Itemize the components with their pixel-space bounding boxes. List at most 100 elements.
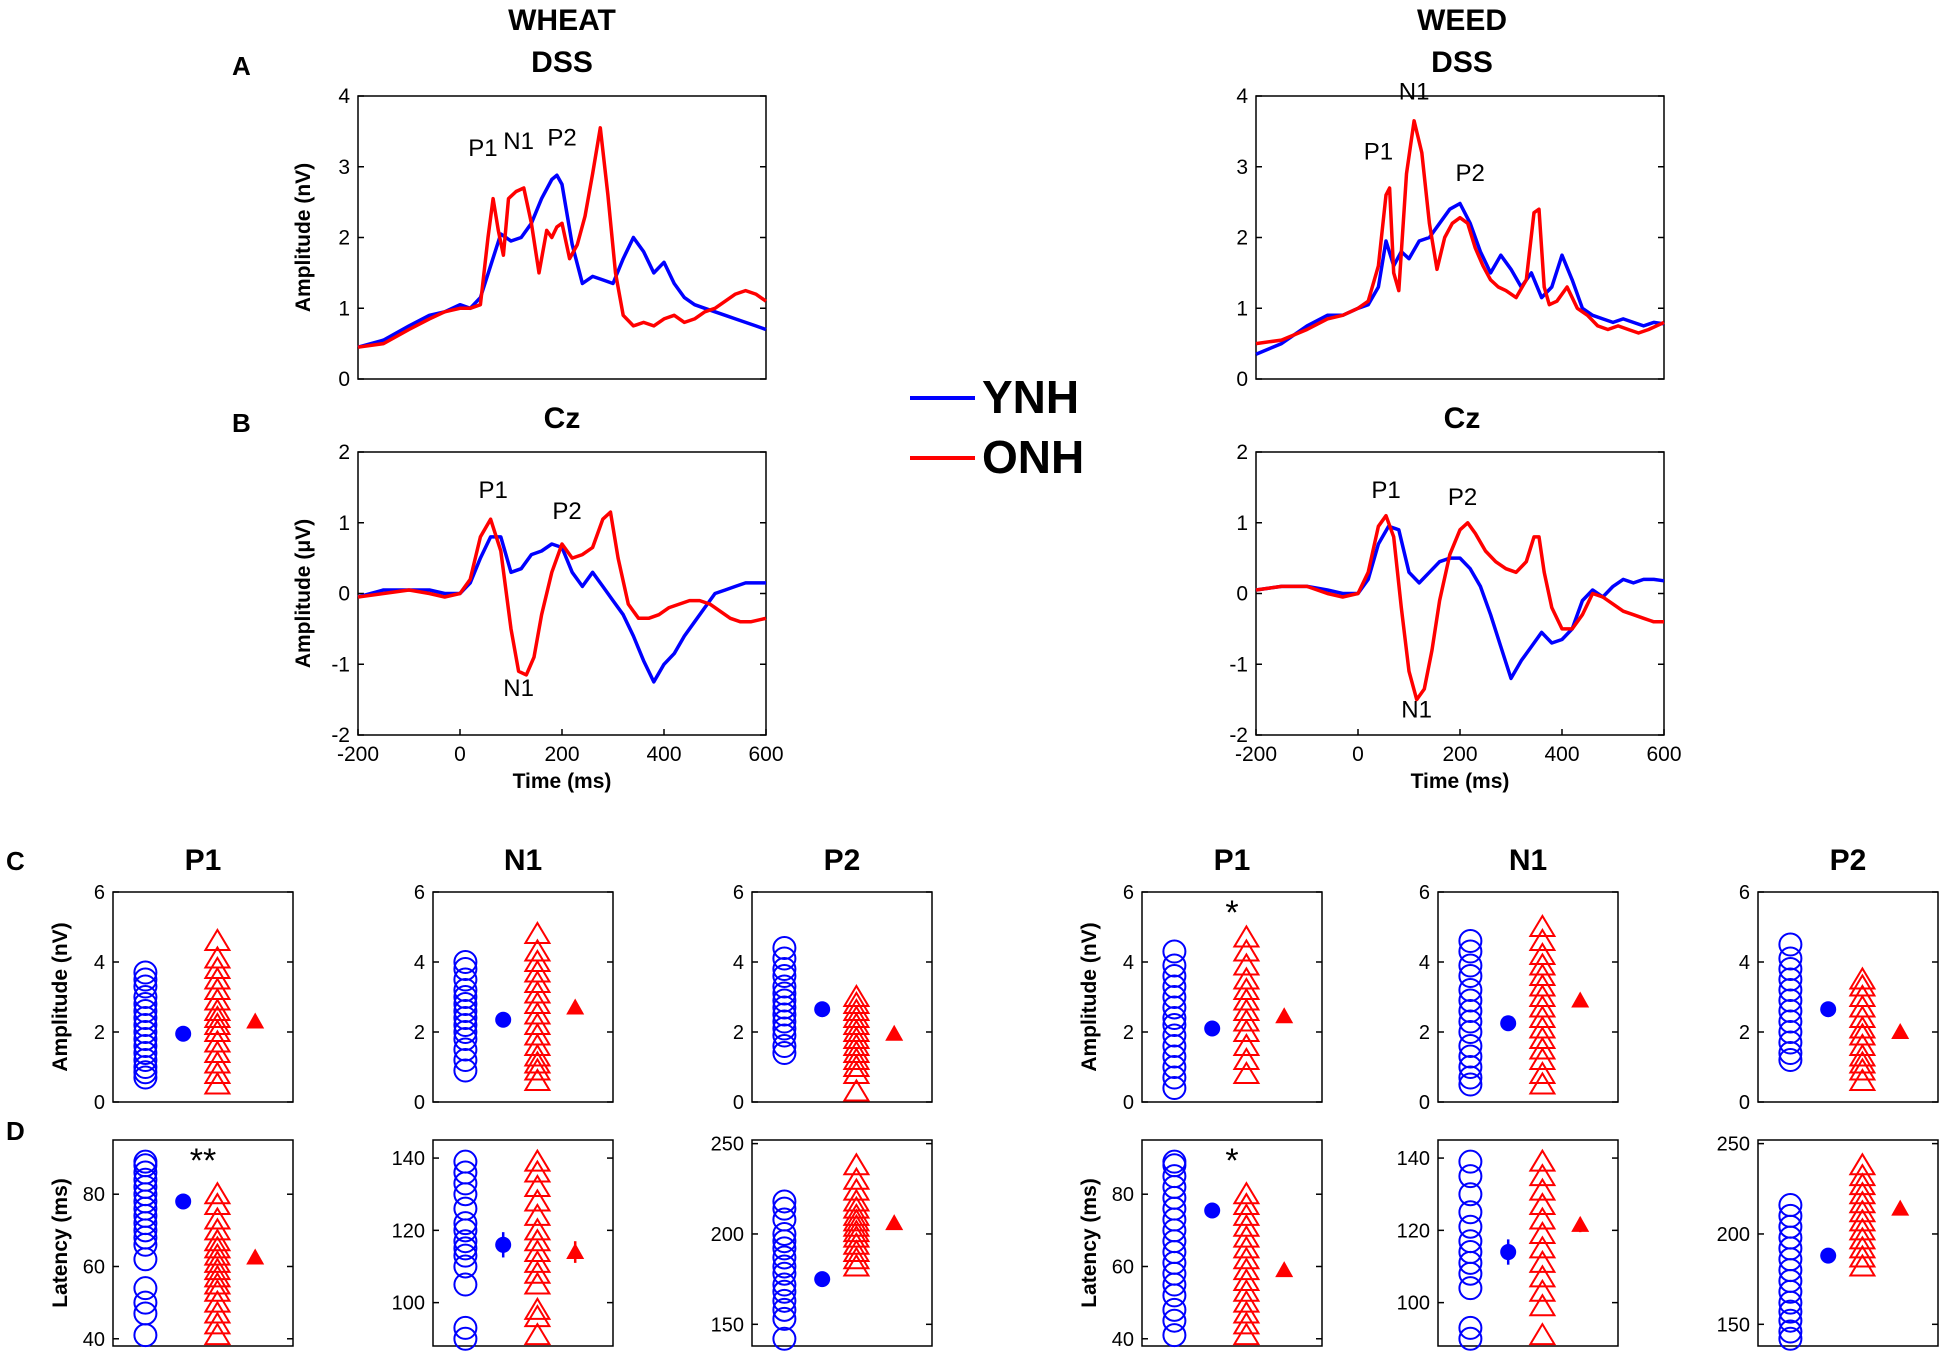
panel-letter-b: B bbox=[232, 408, 251, 438]
series-line-onh bbox=[357, 126, 767, 349]
ynh-point bbox=[133, 1301, 158, 1326]
plot-frame bbox=[1757, 1139, 1939, 1347]
ynh-point bbox=[453, 957, 478, 981]
chart-D_weed_N1 bbox=[1437, 1139, 1619, 1351]
peak-annotation: N1 bbox=[1399, 79, 1430, 106]
peak-annotation: N1 bbox=[503, 675, 534, 702]
ynh-point bbox=[772, 1189, 797, 1214]
y-tick-label: 0 bbox=[94, 1092, 105, 1114]
significance-marker: * bbox=[1225, 1142, 1238, 1180]
onh-point bbox=[842, 1253, 871, 1277]
ynh-point bbox=[133, 999, 158, 1023]
ynh-point bbox=[1458, 1044, 1483, 1069]
panel-letter-c: C bbox=[6, 846, 25, 876]
onh-point bbox=[203, 1264, 232, 1288]
series-line-ynh bbox=[357, 173, 767, 349]
x-tick-label: 200 bbox=[1442, 743, 1477, 766]
ynh-mean bbox=[1500, 1244, 1517, 1261]
ynh-point bbox=[1778, 1203, 1803, 1228]
onh-mean bbox=[1891, 1023, 1910, 1039]
x-tick-label: 400 bbox=[1544, 743, 1579, 766]
chart-A_wheat bbox=[357, 95, 767, 380]
onh-point bbox=[1528, 1177, 1557, 1201]
onh-point bbox=[1528, 1221, 1557, 1244]
x-tick-label: 400 bbox=[646, 743, 681, 766]
onh-point bbox=[1528, 1206, 1557, 1230]
onh-point bbox=[523, 1174, 552, 1197]
ynh-point bbox=[1778, 1048, 1803, 1072]
plot-frame bbox=[432, 1139, 614, 1347]
y-tick-label: 140 bbox=[392, 1148, 425, 1170]
x-tick-label: 0 bbox=[1352, 743, 1364, 766]
ynh-point bbox=[1458, 1149, 1483, 1174]
chart-C_wheat_P2 bbox=[751, 891, 933, 1103]
y-axis-label: Amplitude (μV) bbox=[292, 519, 315, 668]
y-tick-label: 4 bbox=[338, 85, 350, 108]
onh-point bbox=[1848, 966, 1877, 990]
y-tick-label: 0 bbox=[1236, 583, 1248, 606]
ynh-point bbox=[133, 974, 158, 999]
onh-point bbox=[1528, 1192, 1557, 1216]
chart-D_wheat_P2 bbox=[751, 1139, 933, 1351]
chart-D_wheat_N1 bbox=[432, 1139, 614, 1351]
peak-annotation: P2 bbox=[547, 125, 576, 152]
wheat-title: WHEAT bbox=[508, 4, 616, 37]
y-tick-label: 2 bbox=[733, 1022, 744, 1044]
ynh-point bbox=[1458, 978, 1483, 1002]
peak-title-wheat-n1: N1 bbox=[504, 844, 542, 877]
series-line-ynh bbox=[357, 535, 766, 684]
onh-point bbox=[1528, 1278, 1557, 1302]
onh-point bbox=[1232, 952, 1261, 976]
cz-title-weed: Cz bbox=[1444, 402, 1481, 435]
ynh-point bbox=[1458, 1276, 1483, 1301]
ynh-point bbox=[1162, 1323, 1187, 1348]
y-tick-label: -1 bbox=[1229, 653, 1248, 676]
onh-point bbox=[1848, 973, 1877, 997]
ynh-point bbox=[772, 1297, 797, 1322]
ynh-point bbox=[133, 985, 158, 1009]
plot-frame bbox=[1141, 1139, 1323, 1347]
ynh-point bbox=[1458, 1214, 1483, 1239]
y-axis-label: Latency (ms) bbox=[1078, 1178, 1101, 1308]
plot-frame bbox=[112, 891, 294, 1103]
x-tick-label: 600 bbox=[1646, 743, 1681, 766]
onh-point bbox=[203, 1206, 232, 1230]
plot-frame bbox=[1437, 891, 1619, 1103]
onh-point bbox=[842, 998, 871, 1021]
x-tick-label: -200 bbox=[1235, 743, 1277, 766]
ynh-point bbox=[772, 936, 797, 960]
onh-point bbox=[203, 1249, 232, 1273]
ynh-point bbox=[1458, 964, 1483, 988]
significance-marker: * bbox=[1225, 894, 1238, 932]
ynh-point bbox=[772, 1221, 797, 1246]
chart-C_weed_N1 bbox=[1437, 891, 1619, 1103]
ynh-point bbox=[133, 1290, 158, 1315]
panel-letter-d: D bbox=[6, 1116, 25, 1146]
x-axis-label: Time (ms) bbox=[513, 770, 612, 793]
y-tick-label: 2 bbox=[338, 227, 350, 250]
onh-point bbox=[523, 1188, 552, 1212]
onh-point bbox=[523, 1322, 552, 1346]
onh-point bbox=[1528, 942, 1557, 965]
y-tick-label: 1 bbox=[338, 512, 350, 535]
y-tick-label: 6 bbox=[1419, 882, 1430, 904]
ynh-point bbox=[1458, 939, 1483, 964]
plot-frame bbox=[1437, 1139, 1619, 1347]
chart-C_weed_P2 bbox=[1757, 891, 1939, 1103]
onh-point bbox=[842, 1026, 871, 1049]
onh-point bbox=[842, 1152, 871, 1176]
onh-point bbox=[1528, 1264, 1557, 1288]
y-tick-label: 60 bbox=[1112, 1256, 1134, 1278]
ynh-point bbox=[133, 1167, 158, 1192]
y-axis-label: Amplitude (nV) bbox=[1078, 922, 1101, 1071]
onh-point bbox=[842, 1202, 871, 1226]
ynh-mean bbox=[814, 1001, 831, 1018]
chart-C_wheat_N1 bbox=[432, 891, 614, 1103]
ynh-point bbox=[133, 1065, 158, 1090]
onh-point bbox=[1528, 914, 1557, 937]
onh-point bbox=[1528, 928, 1557, 951]
y-tick-label: 2 bbox=[1739, 1022, 1750, 1044]
x-tick-label: 200 bbox=[544, 743, 579, 766]
ynh-point bbox=[1162, 953, 1187, 978]
ynh-point bbox=[772, 1326, 797, 1351]
